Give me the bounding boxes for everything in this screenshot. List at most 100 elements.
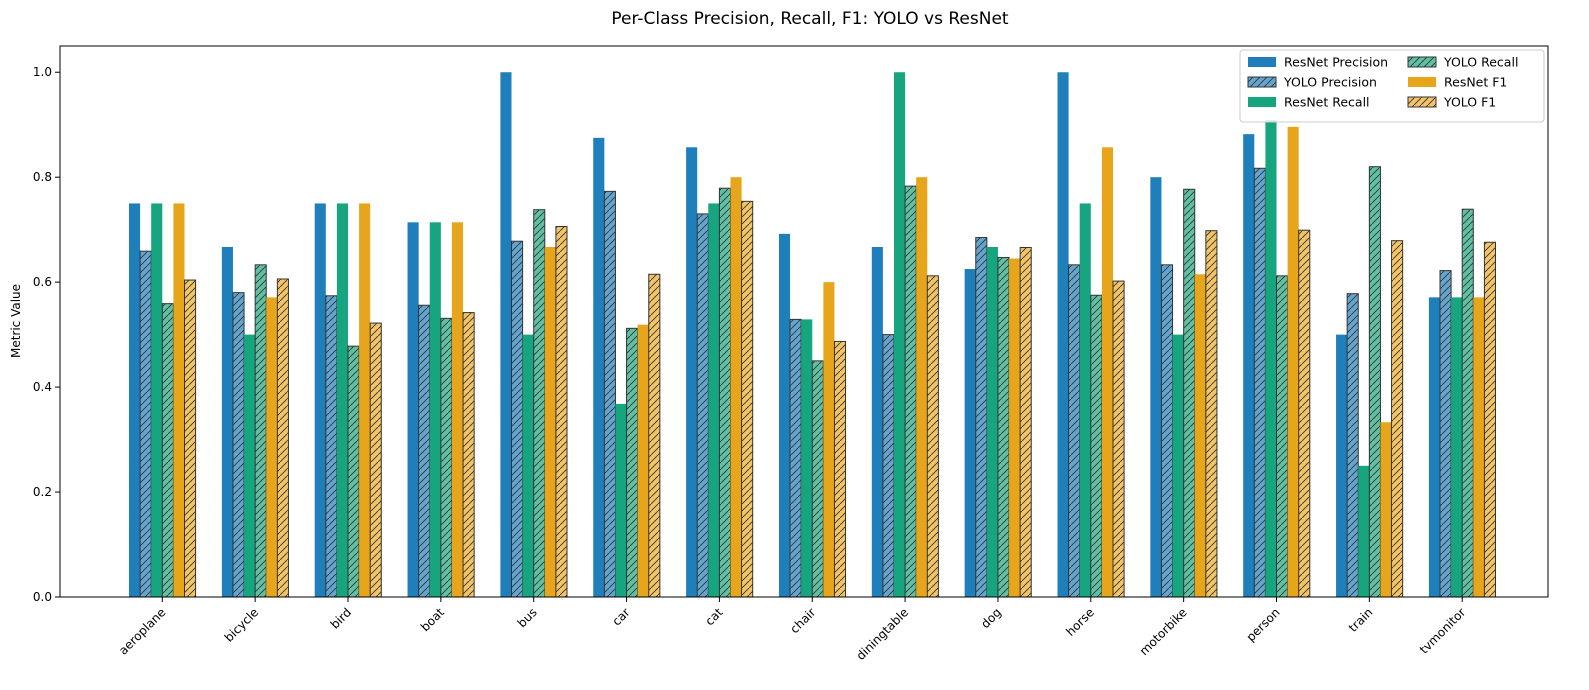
legend-swatch-yolo-f1-hatch xyxy=(1408,97,1436,107)
x-tick-label: bird xyxy=(328,605,354,631)
bar-resnet-precision xyxy=(778,233,791,598)
bar-yolo-precision-hatch xyxy=(1254,168,1266,597)
bar-resnet-recall xyxy=(336,203,348,597)
bar-yolo-precision-hatch xyxy=(418,305,430,597)
bar-resnet-precision xyxy=(407,222,419,597)
bar-resnet-precision xyxy=(593,137,605,598)
bar-resnet-recall xyxy=(894,72,906,597)
bar-yolo-recall-hatch xyxy=(255,264,267,597)
bar-resnet-f1 xyxy=(1380,422,1392,597)
y-tick-label: 0.4 xyxy=(33,380,52,394)
bar-yolo-recall-hatch xyxy=(1462,209,1474,597)
legend-swatch-yolo-precision-hatch xyxy=(1248,77,1276,87)
bar-resnet-recall xyxy=(151,203,163,597)
bar-resnet-recall xyxy=(429,222,441,597)
bar-resnet-recall xyxy=(1172,334,1184,597)
legend-label: ResNet Precision xyxy=(1284,55,1388,70)
bar-yolo-f1-hatch xyxy=(184,280,196,597)
bar-resnet-f1 xyxy=(637,324,649,597)
bar-resnet-precision xyxy=(1150,177,1162,597)
bar-resnet-f1 xyxy=(823,282,835,597)
bar-yolo-recall-hatch xyxy=(440,318,452,597)
bar-yolo-precision-hatch xyxy=(1347,293,1359,597)
bar-resnet-precision xyxy=(1428,297,1440,597)
bar-resnet-recall xyxy=(1358,465,1370,597)
legend-swatch-yolo-recall-hatch xyxy=(1408,57,1436,67)
bar-resnet-f1 xyxy=(544,246,556,597)
plot-area: 0.0 0.2 0.4 0.6 0.8 1.0 aeroplane bicycle bird bo… xyxy=(33,65,1497,663)
bar-resnet-recall xyxy=(244,334,256,597)
y-tick-label: 0.2 xyxy=(33,485,52,499)
bar-yolo-f1-hatch xyxy=(1113,281,1125,597)
bar-resnet-recall xyxy=(1265,119,1277,598)
bar-yolo-f1-hatch xyxy=(1020,247,1032,597)
legend-swatch-resnet-f1 xyxy=(1408,77,1436,87)
legend-swatch-resnet-precision xyxy=(1248,57,1276,67)
bar-yolo-precision-hatch xyxy=(604,191,616,597)
bar-yolo-precision-hatch xyxy=(140,251,152,598)
bar-yolo-f1-hatch xyxy=(1484,242,1496,597)
bar-resnet-recall xyxy=(708,203,720,597)
bar-yolo-recall-hatch xyxy=(533,209,545,597)
bar-yolo-recall-hatch xyxy=(1369,166,1381,597)
bar-yolo-precision-hatch xyxy=(511,241,523,597)
bar-yolo-f1-hatch xyxy=(555,226,567,597)
bar-resnet-precision xyxy=(500,72,512,597)
y-tick-label: 1.0 xyxy=(33,65,52,79)
x-tick-label: motorbike xyxy=(1137,605,1190,658)
bar-yolo-recall-hatch xyxy=(719,188,731,597)
bar-resnet-recall xyxy=(615,403,627,597)
bar-yolo-precision-hatch xyxy=(697,213,709,597)
bar-resnet-f1 xyxy=(266,297,278,597)
x-tick-label: train xyxy=(1346,605,1376,635)
bar-yolo-precision-hatch xyxy=(325,295,337,597)
bar-yolo-f1-hatch xyxy=(927,275,939,597)
legend-label: YOLO F1 xyxy=(1443,95,1496,110)
bar-resnet-recall xyxy=(1079,203,1091,597)
bar-yolo-recall-hatch xyxy=(1276,275,1288,597)
x-tick-label: cat xyxy=(702,605,725,628)
bar-yolo-recall-hatch xyxy=(997,257,1010,597)
bar-resnet-f1 xyxy=(359,203,371,597)
bar-resnet-f1 xyxy=(730,177,742,597)
legend-label: ResNet F1 xyxy=(1444,75,1507,90)
bar-yolo-recall-hatch xyxy=(1090,295,1102,597)
y-tick-label: 0.0 xyxy=(33,590,52,604)
bar-resnet-precision xyxy=(1336,334,1348,597)
bar-yolo-f1-hatch xyxy=(1298,230,1310,598)
x-tick-label: aeroplane xyxy=(116,605,168,657)
bar-resnet-recall xyxy=(986,246,998,597)
bar-yolo-recall-hatch xyxy=(626,328,638,597)
bar-yolo-f1-hatch xyxy=(277,278,289,597)
plot-frame xyxy=(59,45,1549,598)
bar-yolo-precision-hatch xyxy=(975,237,987,598)
bar-yolo-precision-hatch xyxy=(1440,270,1452,597)
bar-resnet-f1 xyxy=(451,222,464,597)
x-tick-label: bus xyxy=(515,605,540,630)
x-tick-label: dog xyxy=(978,605,1004,631)
y-axis-label: Metric Value xyxy=(9,284,23,358)
x-tick-label: boat xyxy=(418,605,447,634)
bar-yolo-recall-hatch xyxy=(905,186,917,597)
legend-label: YOLO Recall xyxy=(1443,55,1518,70)
bar-resnet-f1 xyxy=(1287,126,1299,598)
x-tick-label: tvmonitor xyxy=(1417,605,1468,656)
bar-yolo-precision-hatch xyxy=(1068,264,1080,597)
bar-resnet-precision xyxy=(1243,134,1255,597)
x-tick-label: horse xyxy=(1063,605,1097,639)
bar-resnet-precision xyxy=(221,246,233,597)
bar-resnet-precision xyxy=(871,246,883,597)
bar-yolo-precision-hatch xyxy=(1161,264,1173,597)
bar-yolo-precision-hatch xyxy=(232,292,245,597)
legend-swatch-resnet-recall xyxy=(1248,97,1276,107)
legend-label: YOLO Precision xyxy=(1283,75,1377,90)
bar-yolo-recall-hatch xyxy=(1183,189,1195,597)
bar-yolo-recall-hatch xyxy=(348,346,360,597)
bar-resnet-f1 xyxy=(1473,297,1485,597)
bar-resnet-recall xyxy=(801,319,813,597)
bar-resnet-precision xyxy=(686,147,698,597)
y-tick-label: 0.6 xyxy=(33,275,52,289)
bar-resnet-precision xyxy=(314,203,326,597)
bar-yolo-f1-hatch xyxy=(834,341,846,597)
